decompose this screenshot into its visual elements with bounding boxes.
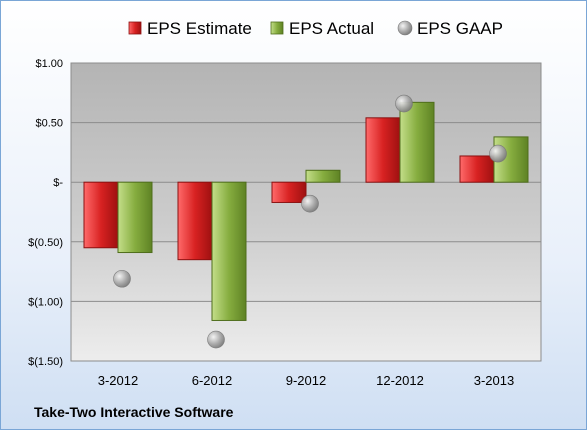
marker-eps-gaap: [113, 269, 131, 288]
legend-label: EPS GAAP: [417, 19, 503, 38]
legend-swatch: [270, 21, 284, 35]
bar-eps-actual: [399, 101, 435, 183]
bar-eps-estimate: [271, 181, 307, 203]
x-tick-label: 9-2012: [286, 373, 326, 388]
x-axis-ticks: 3-2012 6-2012 9-2012 12-2012 3-2013: [98, 373, 514, 388]
marker-eps-gaap: [395, 94, 413, 113]
bar-eps-estimate: [177, 181, 213, 261]
y-tick-label: $0.50: [35, 118, 63, 130]
marker-eps-gaap: [301, 194, 319, 213]
legend: EPS Estimate EPS Actual EPS GAAP: [128, 19, 503, 38]
bar-eps-estimate: [459, 155, 495, 183]
x-tick-label: 3-2013: [474, 373, 514, 388]
marker-eps-gaap: [207, 330, 225, 349]
x-tick-label: 3-2012: [98, 373, 138, 388]
legend-swatch: [397, 20, 413, 36]
gaap-markers: [113, 94, 507, 349]
y-tick-label: $(0.50): [28, 237, 63, 249]
bar-eps-actual: [211, 181, 247, 321]
marker-eps-gaap: [489, 144, 507, 163]
x-tick-label: 6-2012: [192, 373, 232, 388]
x-tick-label: 12-2012: [376, 373, 424, 388]
y-axis-ticks: $1.00 $0.50 $- $(0.50) $(1.00) $(1.50): [28, 58, 63, 368]
legend-label: EPS Estimate: [147, 19, 252, 38]
legend-swatch: [128, 21, 142, 35]
y-tick-label: $(1.50): [28, 356, 63, 368]
y-tick-label: $(1.00): [28, 296, 63, 308]
y-tick-label: $-: [53, 177, 63, 189]
bar-eps-estimate: [365, 117, 401, 183]
bar-eps-estimate: [83, 181, 119, 249]
y-tick-label: $1.00: [35, 58, 63, 70]
bars: [83, 101, 529, 321]
bar-eps-actual: [305, 169, 341, 183]
bar-eps-actual: [117, 181, 153, 254]
legend-label: EPS Actual: [289, 19, 374, 38]
company-label: Take-Two Interactive Software: [34, 404, 234, 420]
